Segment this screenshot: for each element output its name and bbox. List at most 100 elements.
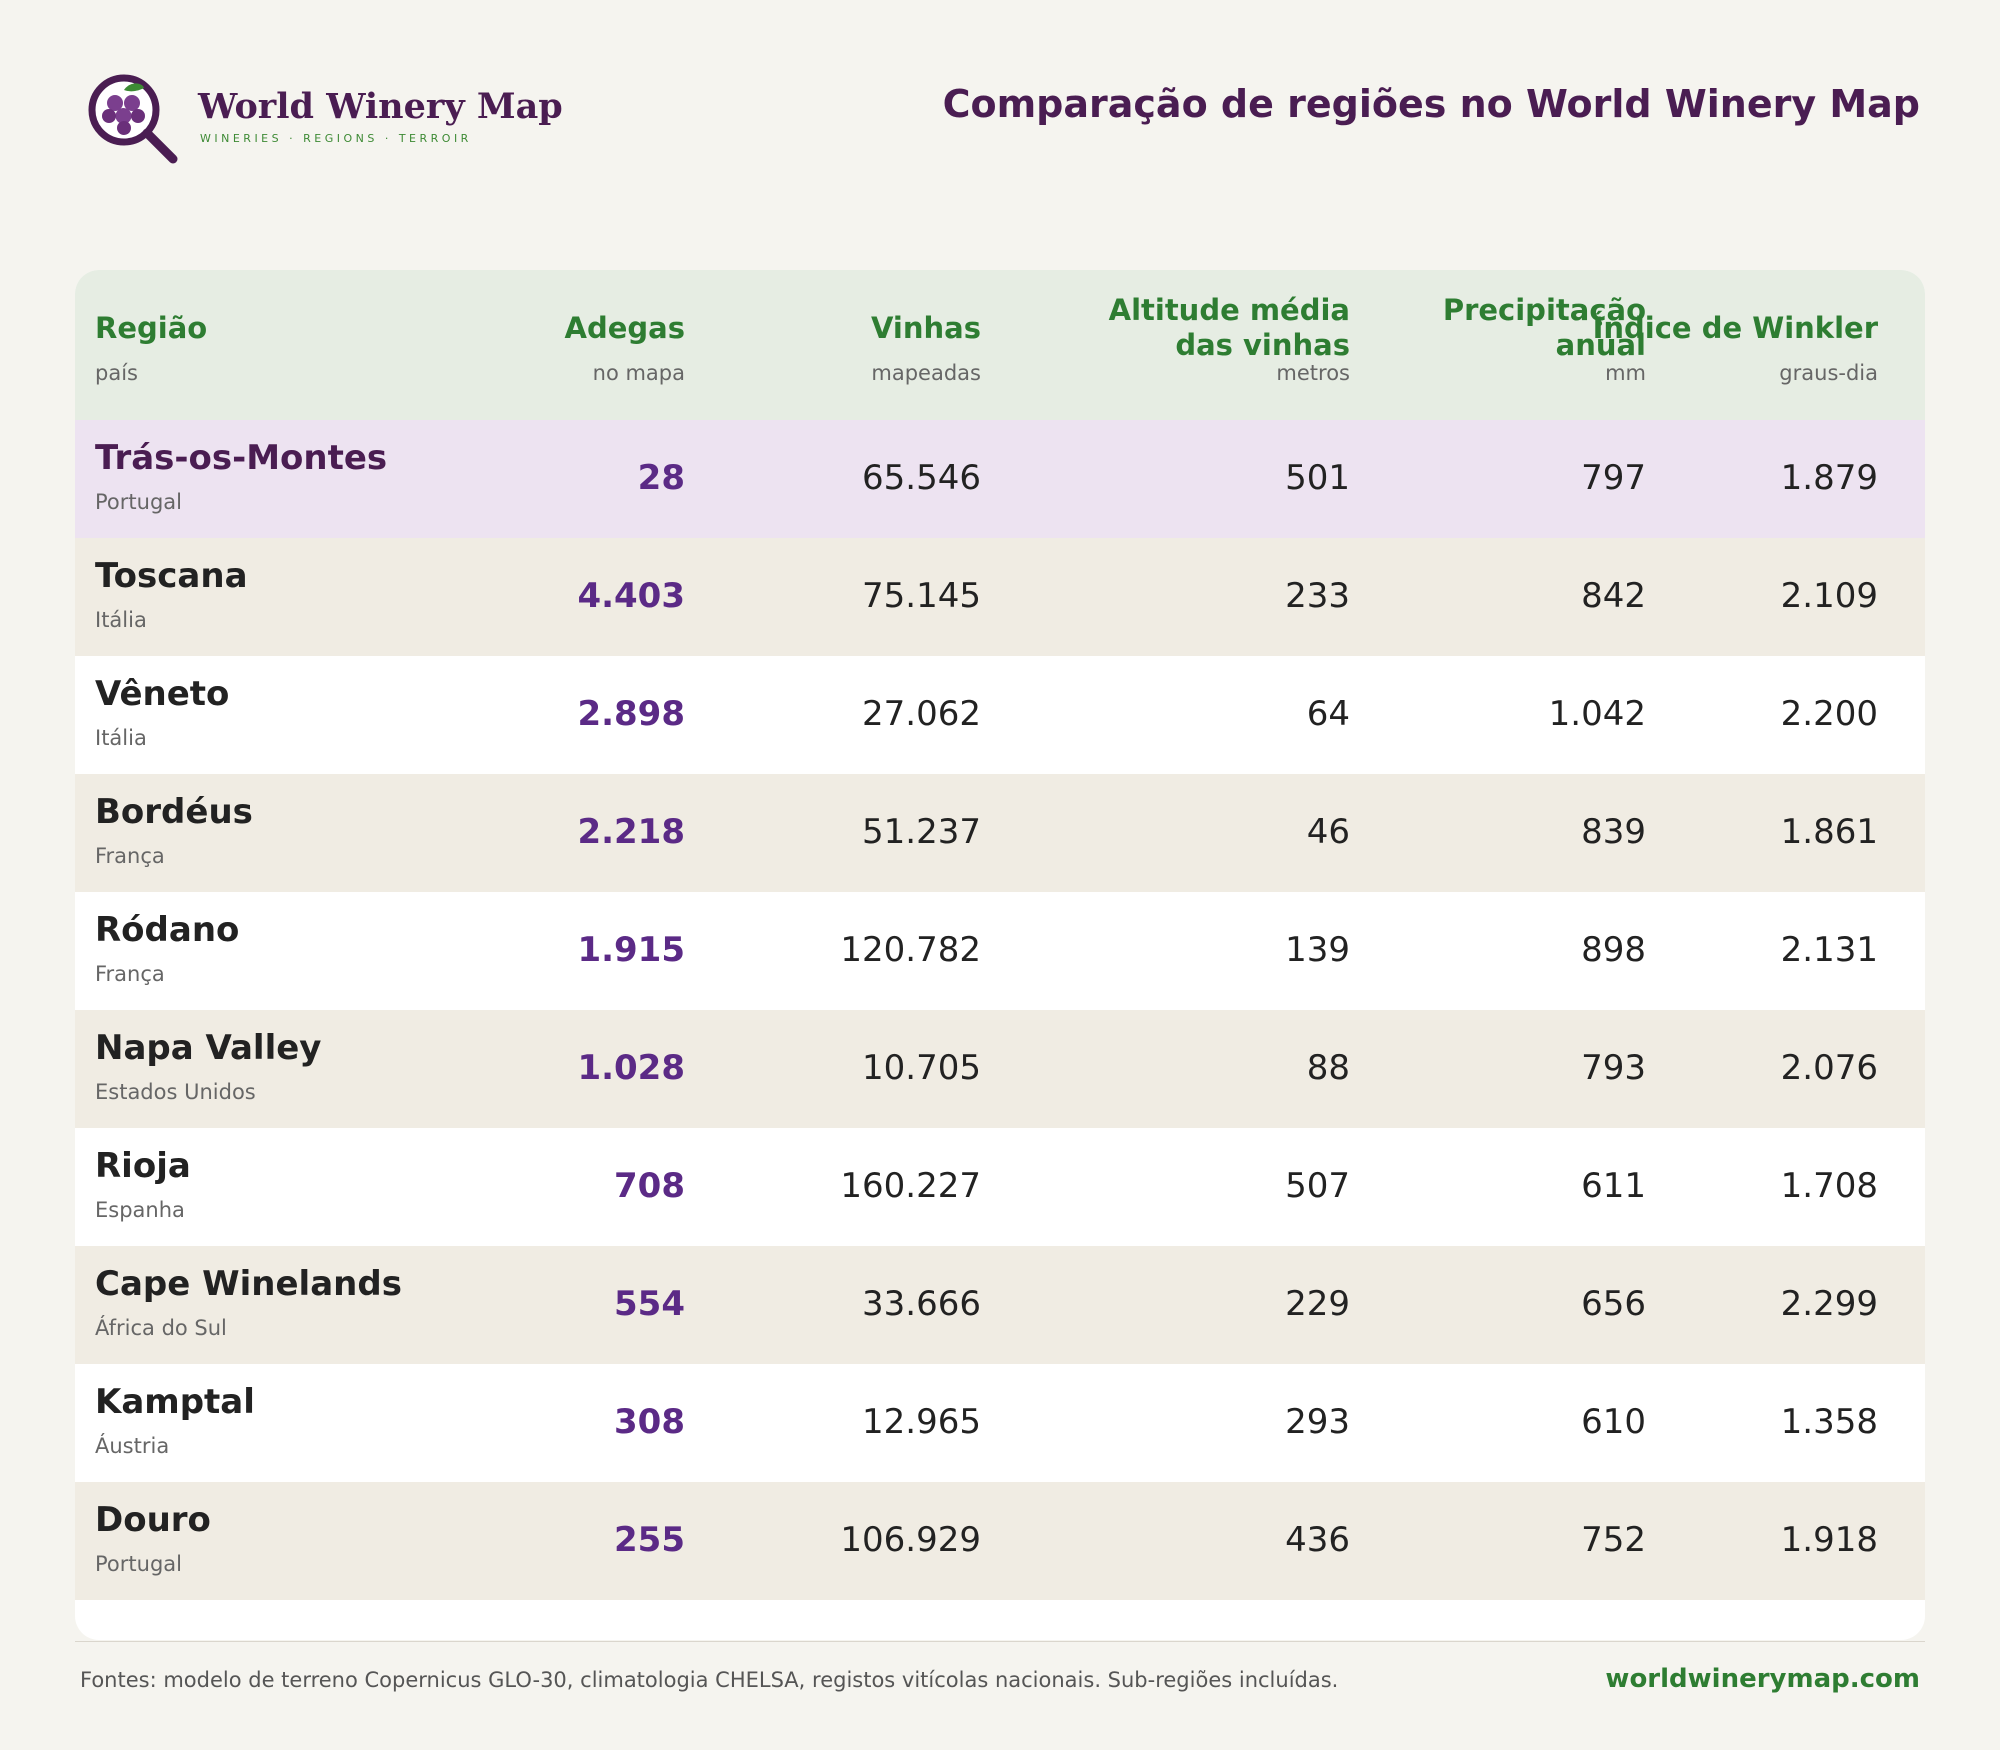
cell-altitude: 139 xyxy=(1285,930,1350,970)
column-unit-wineries: no mapa xyxy=(592,361,685,385)
cell-winkler: 2.076 xyxy=(1780,1048,1878,1088)
cell-precipitation: 656 xyxy=(1581,1284,1646,1324)
column-header-label: Região xyxy=(95,310,208,345)
table-row: Kamptal Áustria 308 12.965 293 610 1.358 xyxy=(75,1364,1925,1482)
cell-vineyards: 27.062 xyxy=(862,694,981,734)
cell-winkler: 2.109 xyxy=(1780,576,1878,616)
table-row: Bordéus França 2.218 51.237 46 839 1.861 xyxy=(75,774,1925,892)
region-name: Kamptal xyxy=(95,1382,255,1422)
cell-wineries: 1.028 xyxy=(577,1048,685,1088)
region-name: Trás-os-Montes xyxy=(95,438,388,478)
cell-altitude: 88 xyxy=(1306,1048,1350,1088)
cell-vineyards: 75.145 xyxy=(862,576,981,616)
cell-altitude: 293 xyxy=(1285,1402,1350,1442)
table-header: Região país Adegas no mapa Vinhas mapead… xyxy=(75,270,1925,420)
region-name: Douro xyxy=(95,1500,211,1540)
cell-altitude: 507 xyxy=(1285,1166,1350,1206)
table-row: Toscana Itália 4.403 75.145 233 842 2.10… xyxy=(75,538,1925,656)
column-header-altitude: Altitude média das vinhas xyxy=(1109,282,1350,374)
region-name: Vêneto xyxy=(95,674,230,714)
region-country: Portugal xyxy=(95,1552,182,1576)
column-unit-winkler: graus-dia xyxy=(1779,361,1878,385)
table-row: Cape Winelands África do Sul 554 33.666 … xyxy=(75,1246,1925,1364)
column-header-precipitation: Precipitação anual xyxy=(1443,282,1646,374)
column-header-label: Índice de Winkler xyxy=(1592,310,1878,345)
table-row: Napa Valley Estados Unidos 1.028 10.705 … xyxy=(75,1010,1925,1128)
region-country: França xyxy=(95,844,165,868)
region-country: África do Sul xyxy=(95,1316,227,1340)
column-unit-precipitation: mm xyxy=(1605,361,1646,385)
cell-altitude: 46 xyxy=(1306,812,1350,852)
cell-altitude: 436 xyxy=(1285,1520,1350,1560)
cell-wineries: 2.898 xyxy=(577,694,685,734)
region-name: Toscana xyxy=(95,556,248,596)
cell-vineyards: 12.965 xyxy=(862,1402,981,1442)
comparison-table: Região país Adegas no mapa Vinhas mapead… xyxy=(75,270,1925,1640)
column-header-vineyards: Vinhas xyxy=(871,282,981,374)
cell-winkler: 1.879 xyxy=(1780,458,1878,498)
cell-precipitation: 839 xyxy=(1581,812,1646,852)
cell-winkler: 2.200 xyxy=(1780,694,1878,734)
cell-wineries: 554 xyxy=(614,1284,685,1324)
cell-altitude: 229 xyxy=(1285,1284,1350,1324)
cell-wineries: 4.403 xyxy=(577,576,685,616)
table-row: Rioja Espanha 708 160.227 507 611 1.708 xyxy=(75,1128,1925,1246)
region-name: Napa Valley xyxy=(95,1028,322,1068)
column-header-label: Precipitação xyxy=(1442,293,1646,327)
cell-precipitation: 1.042 xyxy=(1548,694,1646,734)
cell-precipitation: 752 xyxy=(1581,1520,1646,1560)
region-country: Itália xyxy=(95,608,147,632)
cell-wineries: 308 xyxy=(614,1402,685,1442)
cell-winkler: 1.918 xyxy=(1780,1520,1878,1560)
region-country: Áustria xyxy=(95,1434,170,1458)
cell-wineries: 2.218 xyxy=(577,812,685,852)
cell-wineries: 255 xyxy=(614,1520,685,1560)
region-country: França xyxy=(95,962,165,986)
cell-altitude: 64 xyxy=(1306,694,1350,734)
column-header-region: Região xyxy=(95,282,207,374)
cell-precipitation: 610 xyxy=(1581,1402,1646,1442)
cell-winkler: 1.708 xyxy=(1780,1166,1878,1206)
cell-altitude: 233 xyxy=(1285,576,1350,616)
region-country: Espanha xyxy=(95,1198,185,1222)
region-country: Portugal xyxy=(95,490,182,514)
cell-precipitation: 793 xyxy=(1581,1048,1646,1088)
region-name: Bordéus xyxy=(95,792,253,832)
table-row: Ródano França 1.915 120.782 139 898 2.13… xyxy=(75,892,1925,1010)
cell-vineyards: 51.237 xyxy=(862,812,981,852)
column-unit-altitude: metros xyxy=(1276,361,1350,385)
cell-vineyards: 160.227 xyxy=(840,1166,981,1206)
column-header-label: Vinhas xyxy=(871,310,981,345)
site-link[interactable]: worldwinerymap.com xyxy=(1605,1664,1920,1694)
column-header-label: das vinhas xyxy=(1175,328,1350,362)
region-country: Itália xyxy=(95,726,147,750)
brand-tagline: WINERIES · REGIONS · TERROIR xyxy=(200,132,472,145)
column-unit-region: país xyxy=(95,361,138,385)
cell-vineyards: 65.546 xyxy=(862,458,981,498)
cell-winkler: 1.861 xyxy=(1780,812,1878,852)
region-country: Estados Unidos xyxy=(95,1080,256,1104)
region-name: Rioja xyxy=(95,1146,191,1186)
cell-wineries: 708 xyxy=(614,1166,685,1206)
grape-magnifier-logo-icon xyxy=(88,74,178,164)
column-header-label: Adegas xyxy=(564,310,685,345)
cell-altitude: 501 xyxy=(1285,458,1350,498)
cell-vineyards: 120.782 xyxy=(840,930,981,970)
column-header-label: Altitude média xyxy=(1108,293,1350,327)
cell-wineries: 1.915 xyxy=(577,930,685,970)
cell-vineyards: 33.666 xyxy=(862,1284,981,1324)
cell-vineyards: 106.929 xyxy=(840,1520,981,1560)
table-row: Douro Portugal 255 106.929 436 752 1.918 xyxy=(75,1482,1925,1600)
cell-winkler: 2.299 xyxy=(1780,1284,1878,1324)
table-row-highlighted: Trás-os-Montes Portugal 28 65.546 501 79… xyxy=(75,420,1925,538)
page-title: Comparação de regiões no World Winery Ma… xyxy=(942,82,1920,126)
footer-divider xyxy=(75,1641,1925,1642)
cell-winkler: 2.131 xyxy=(1780,930,1878,970)
cell-vineyards: 10.705 xyxy=(862,1048,981,1088)
region-name: Cape Winelands xyxy=(95,1264,402,1304)
region-name: Ródano xyxy=(95,910,240,950)
cell-wineries: 28 xyxy=(637,458,685,498)
column-header-winkler: Índice de Winkler xyxy=(1593,282,1878,374)
column-unit-vineyards: mapeadas xyxy=(871,361,981,385)
column-header-label: anual xyxy=(1555,328,1646,362)
